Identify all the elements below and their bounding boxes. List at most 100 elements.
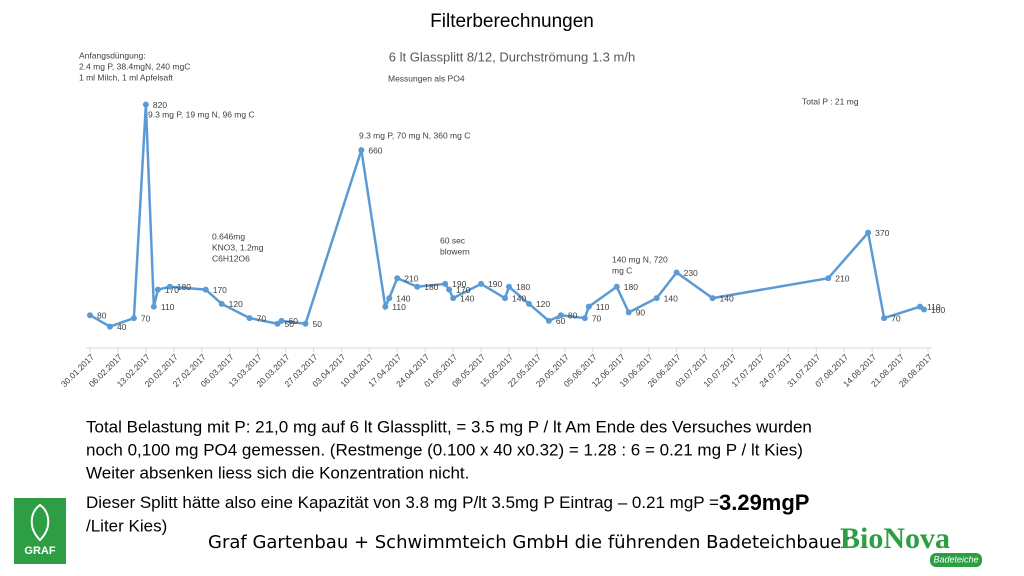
bold-text: 3.29mgP bbox=[719, 490, 810, 515]
data-point bbox=[557, 312, 564, 319]
data-label: 140 bbox=[720, 293, 734, 303]
data-label: 140 bbox=[396, 293, 410, 303]
annotation: Messungen als PO4 bbox=[388, 73, 465, 83]
annotation: 60 sec bbox=[440, 235, 466, 245]
data-label: 170 bbox=[213, 285, 227, 295]
data-label: 120 bbox=[229, 299, 243, 309]
data-point bbox=[525, 300, 532, 307]
data-point bbox=[881, 315, 888, 322]
data-point bbox=[218, 300, 225, 307]
logo-right: BioNova bbox=[840, 522, 950, 555]
annotation: 9.3 mg P, 70 mg N, 360 mg C bbox=[359, 130, 470, 140]
data-point bbox=[865, 229, 872, 236]
data-label: 140 bbox=[664, 293, 678, 303]
data-point bbox=[478, 280, 485, 287]
data-label: 70 bbox=[257, 313, 267, 323]
data-point bbox=[106, 323, 113, 330]
data-point bbox=[673, 269, 680, 276]
annotation: 0.646mg bbox=[212, 231, 245, 241]
data-label: 110 bbox=[927, 302, 941, 312]
data-point bbox=[545, 317, 552, 324]
data-label: 660 bbox=[368, 145, 382, 155]
annotation: 9.3 mg P, 19 mg N, 96 mg C bbox=[148, 109, 255, 119]
data-point bbox=[825, 275, 832, 282]
data-point bbox=[653, 295, 660, 302]
data-point bbox=[166, 283, 173, 290]
paragraph-line: Total Belastung mit P: 21,0 mg auf 6 lt … bbox=[86, 417, 812, 436]
data-point bbox=[246, 315, 253, 322]
data-label: 80 bbox=[568, 310, 578, 320]
data-point bbox=[414, 283, 421, 290]
annotation: 2.4 mg P, 38.4mgN, 240 mgC bbox=[79, 61, 190, 71]
annotation: C6H12O6 bbox=[212, 253, 250, 263]
logo-badge bbox=[930, 553, 982, 567]
data-label: 90 bbox=[636, 308, 646, 318]
data-label: 80 bbox=[97, 310, 107, 320]
data-label: 50 bbox=[285, 319, 295, 329]
data-point bbox=[142, 101, 149, 108]
data-label: 110 bbox=[392, 302, 406, 312]
data-point bbox=[87, 312, 93, 319]
data-point bbox=[358, 147, 365, 154]
data-label: 100 bbox=[931, 305, 945, 315]
data-label: 180 bbox=[177, 282, 191, 292]
data-label: 170 bbox=[456, 285, 470, 295]
data-label: 60 bbox=[289, 316, 299, 326]
logo-left bbox=[14, 498, 66, 564]
data-point bbox=[585, 303, 592, 310]
data-point bbox=[581, 315, 588, 322]
data-point bbox=[394, 275, 401, 282]
paragraph-line: noch 0,100 mg PO4 gemessen. (Restmenge (… bbox=[86, 440, 803, 459]
paragraph-line: Weiter absenken liess sich die Konzentra… bbox=[86, 463, 469, 482]
data-label: 40 bbox=[117, 322, 127, 332]
data-label: 70 bbox=[592, 313, 602, 323]
chart-title: 6 lt Glassplitt 8/12, Durchströmung 1.3 … bbox=[389, 49, 635, 64]
footer: Graf Gartenbau + Schwimmteich GmbH die f… bbox=[208, 532, 849, 553]
data-point bbox=[442, 280, 449, 287]
paragraph: Dieser Splitt hätte also eine Kapazität … bbox=[86, 490, 809, 515]
data-label: 180 bbox=[516, 282, 530, 292]
data-label: 50 bbox=[312, 319, 322, 329]
data-label: 210 bbox=[404, 273, 418, 283]
data-label: 120 bbox=[536, 299, 550, 309]
annotation: 140 mg N, 720 bbox=[612, 254, 668, 264]
data-point bbox=[130, 315, 137, 322]
data-label: 70 bbox=[141, 313, 151, 323]
data-point bbox=[506, 283, 512, 290]
data-point bbox=[921, 306, 928, 313]
data-point bbox=[382, 303, 389, 310]
data-label: 180 bbox=[424, 282, 438, 292]
logo-leaf bbox=[30, 503, 50, 542]
data-point bbox=[613, 283, 620, 290]
annotation: KNO3, 1.2mg bbox=[212, 242, 264, 252]
annotation: Total P : 21 mg bbox=[802, 96, 859, 106]
data-label: 370 bbox=[875, 228, 889, 238]
slide-title: Filterberechnungen bbox=[430, 11, 594, 32]
data-point bbox=[302, 320, 309, 327]
data-point bbox=[202, 286, 209, 293]
data-label: 110 bbox=[596, 302, 610, 312]
data-label: 170 bbox=[165, 285, 179, 295]
data-point bbox=[154, 286, 161, 293]
annotation: Anfangsdüngung: bbox=[79, 50, 146, 60]
data-point bbox=[446, 286, 453, 293]
data-point bbox=[386, 295, 393, 302]
annotation: blowern bbox=[440, 246, 470, 256]
data-label: 140 bbox=[460, 293, 474, 303]
data-point bbox=[450, 295, 457, 302]
data-label: 110 bbox=[161, 302, 175, 312]
annotation: mg C bbox=[612, 265, 632, 275]
data-point bbox=[625, 309, 632, 316]
data-point bbox=[709, 295, 716, 302]
text: Dieser Splitt hätte also eine Kapazität … bbox=[86, 493, 719, 512]
data-label: 140 bbox=[512, 293, 526, 303]
data-label: 190 bbox=[452, 279, 466, 289]
logo-sub: Badeteiche bbox=[933, 554, 978, 564]
data-label: 60 bbox=[556, 316, 566, 326]
data-point bbox=[150, 303, 157, 310]
paragraph: /Liter Kies) bbox=[86, 516, 167, 535]
logo-text: GRAF bbox=[24, 545, 55, 557]
annotation: 1 ml Milch, 1 ml Apfelsaft bbox=[79, 72, 174, 82]
data-point bbox=[502, 295, 509, 302]
